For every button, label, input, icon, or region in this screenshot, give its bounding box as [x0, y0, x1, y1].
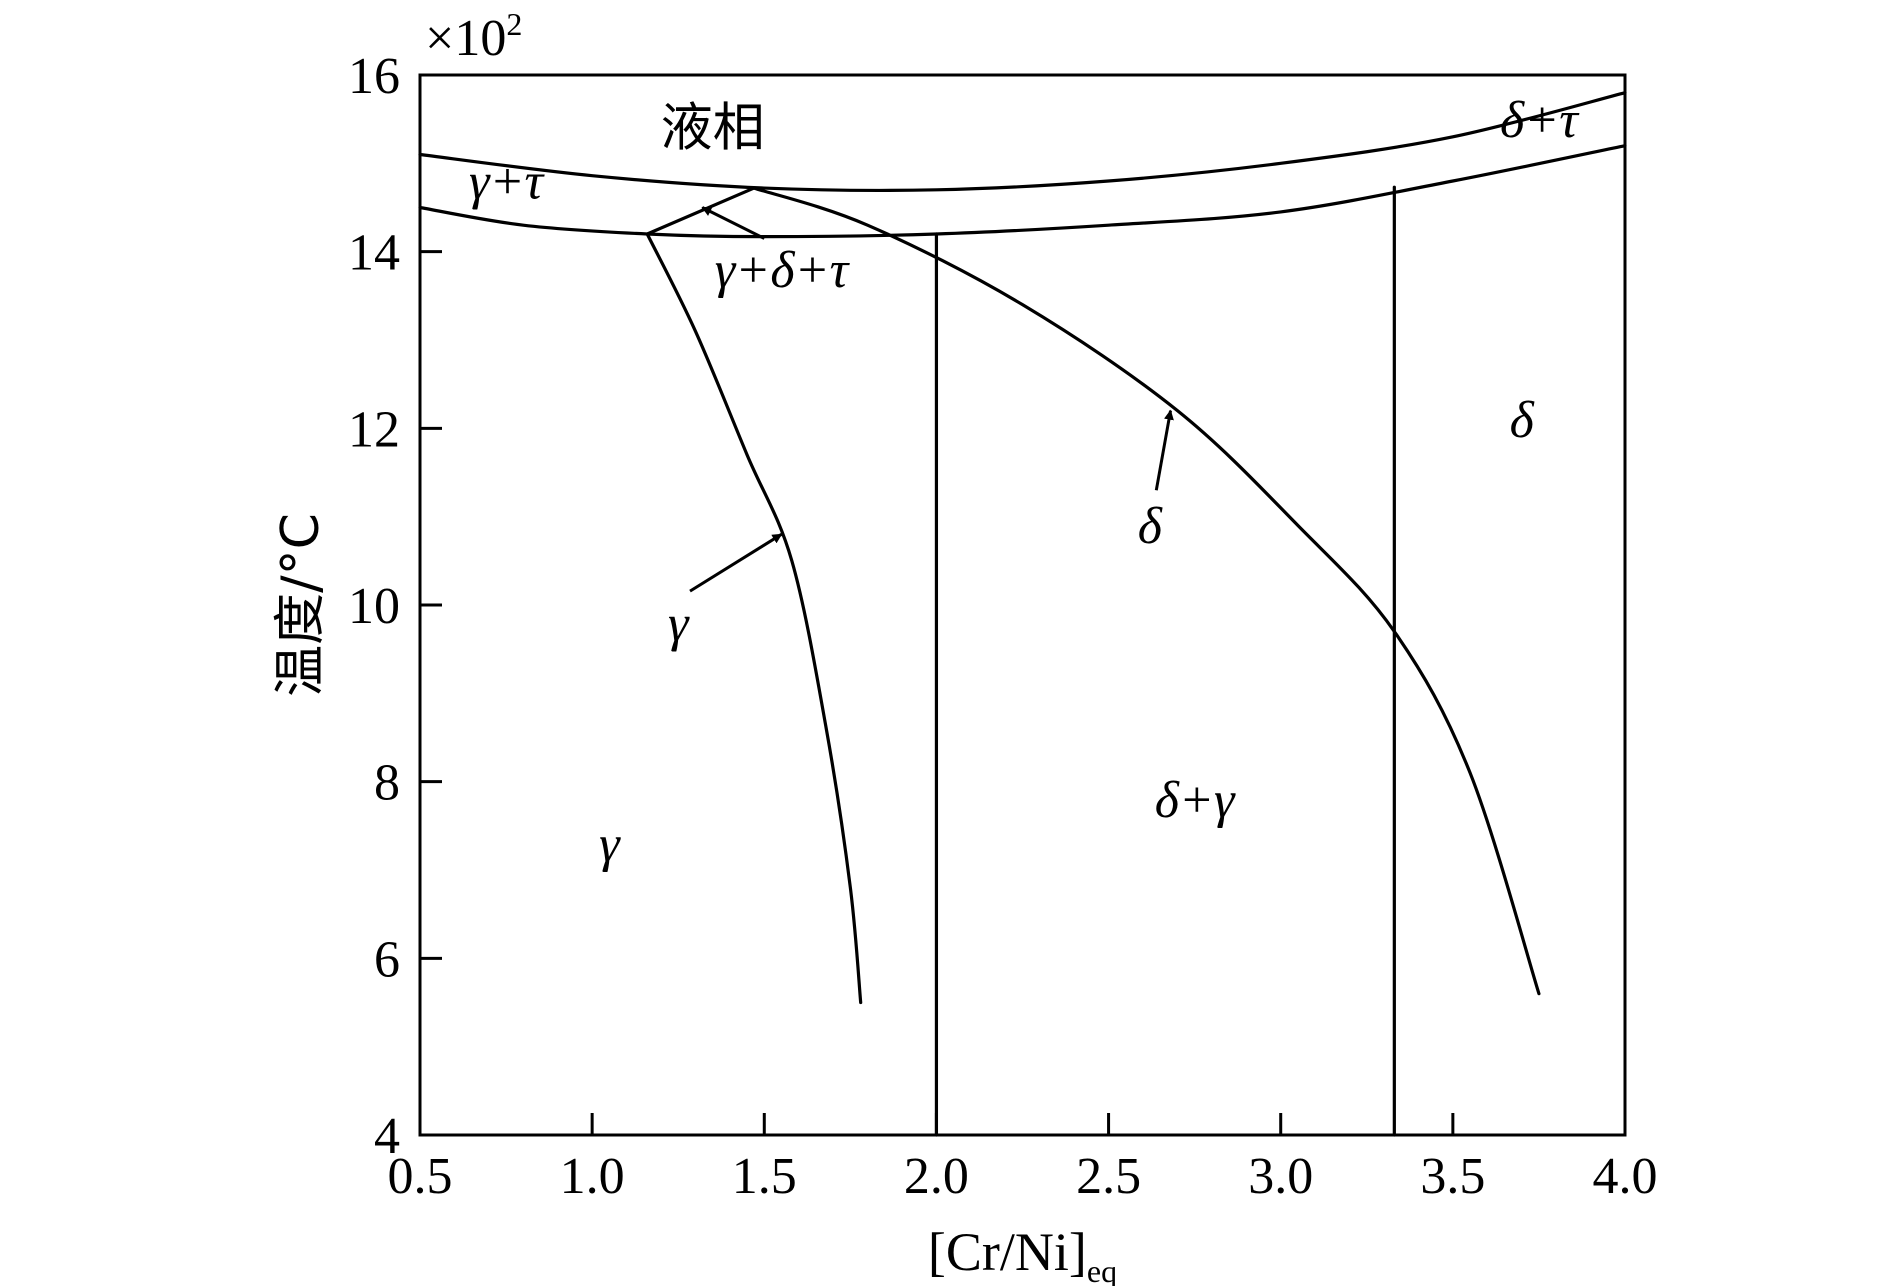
y-tick-label: 14 [348, 225, 400, 282]
y-axis-title: 温度/°C [271, 513, 331, 697]
region-label: δ+τ [1500, 92, 1580, 149]
y-axis-multiplier-base: ×10 [425, 10, 506, 67]
x-tick-label: 4.0 [1593, 1148, 1658, 1205]
y-axis-multiplier-exponent: 2 [506, 6, 522, 42]
phase-boundary-line-5 [645, 186, 756, 236]
y-tick-label: 10 [348, 578, 400, 635]
annotation-arrow [701, 206, 766, 240]
region-label: δ+γ [1155, 772, 1236, 829]
phase-boundary-line-2 [418, 144, 1627, 239]
y-axis-multiplier: ×102 [425, 6, 522, 67]
x-axis-title: [Cr/Ni]eq [928, 1222, 1117, 1286]
plot-frame [418, 73, 1627, 1137]
region-label: γ [599, 816, 621, 873]
plot-area [418, 91, 1627, 1137]
phase-boundary-line-3 [645, 232, 863, 1005]
phase-boundary-line-1 [418, 91, 1627, 193]
x-tick-label: 0.5 [388, 1148, 453, 1205]
region-labels: 液相 γ+τ δ+τ γ+δ+τ γ δ δ γ δ+γ [469, 92, 1580, 873]
x-tick-label: 1.5 [732, 1148, 797, 1205]
x-tick-label: 3.5 [1420, 1148, 1485, 1205]
x-tick-label: 3.0 [1248, 1148, 1313, 1205]
x-axis-ticks: 0.5 1.0 1.5 2.0 2.5 3.0 3.5 4.0 [388, 1113, 1658, 1205]
x-tick-label: 2.0 [904, 1148, 969, 1205]
annotation-arrow [1154, 409, 1174, 491]
phase-boundary-line-4 [752, 186, 1541, 996]
x-axis-title-main: [Cr/Ni] [928, 1222, 1087, 1282]
y-tick-label: 16 [348, 48, 400, 105]
region-label: δ [1138, 498, 1163, 555]
region-label: γ+τ [469, 154, 546, 211]
x-tick-label: 2.5 [1076, 1148, 1141, 1205]
region-label: γ+δ+τ [715, 242, 851, 299]
y-axis-ticks: 4 6 8 10 12 14 16 [348, 48, 442, 1165]
y-tick-label: 8 [374, 755, 400, 812]
x-tick-label: 1.0 [560, 1148, 625, 1205]
y-tick-label: 6 [374, 931, 400, 988]
region-label: γ [668, 595, 690, 652]
x-axis-title-subscript: eq [1087, 1253, 1117, 1286]
y-tick-label: 4 [374, 1108, 400, 1165]
annotation-arrow [689, 533, 783, 593]
y-tick-label: 12 [348, 401, 400, 458]
region-label: δ [1510, 392, 1535, 449]
region-label: 液相 [661, 99, 765, 159]
